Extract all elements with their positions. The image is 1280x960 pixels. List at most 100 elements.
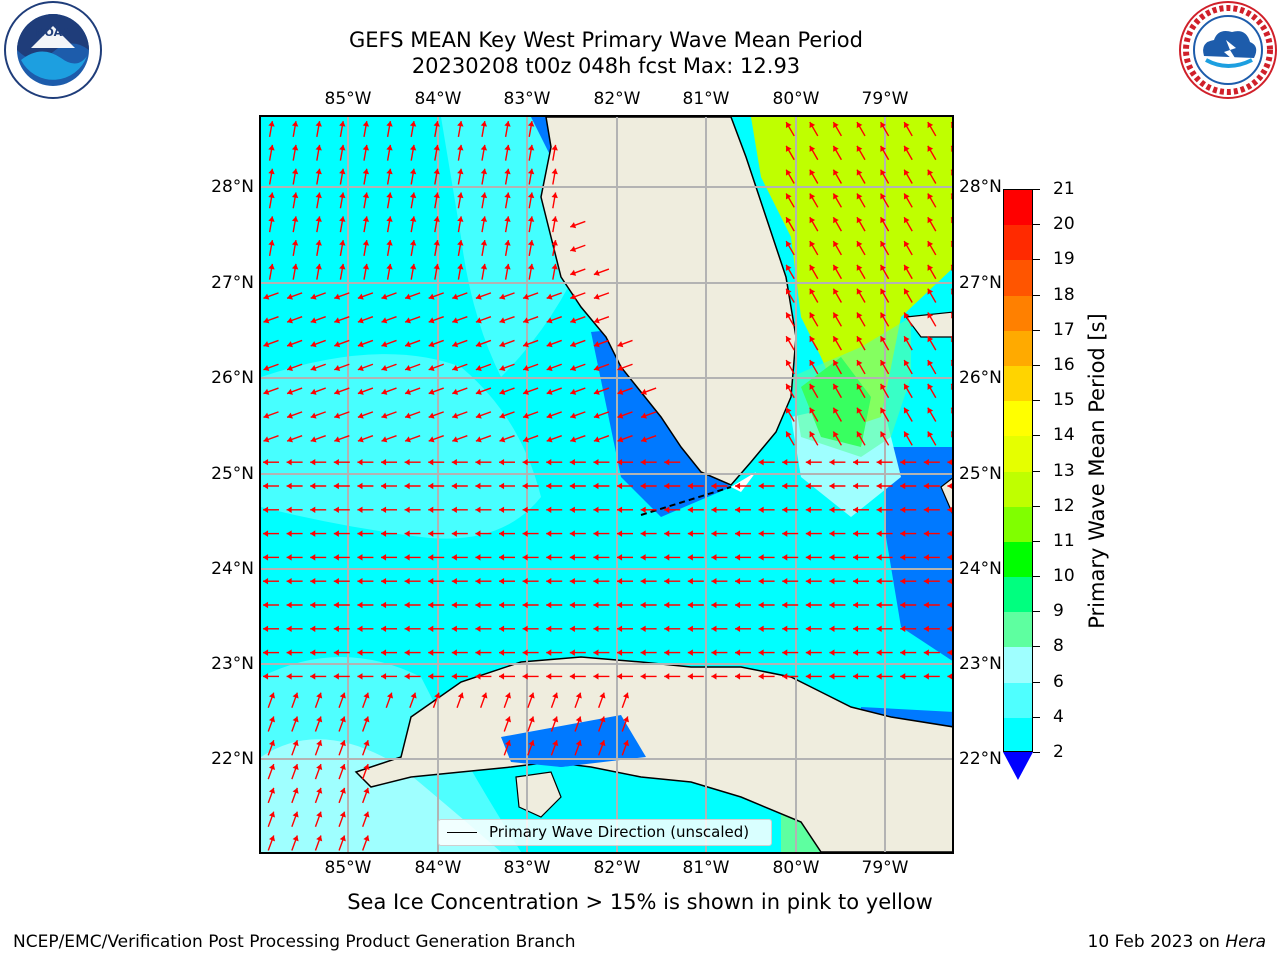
colorbar-segment: [1004, 436, 1032, 473]
wave-direction-arrow: [879, 216, 890, 232]
colorbar-segment: [1004, 365, 1032, 403]
wave-direction-arrow: [903, 359, 913, 375]
wave-direction-arrow: [711, 673, 728, 680]
wave-direction-arrow: [452, 387, 468, 395]
wave-direction-arrow: [876, 554, 893, 561]
wave-direction-arrow: [457, 168, 464, 185]
wave-direction-arrow: [664, 673, 681, 680]
wave-direction-arrow: [480, 144, 488, 161]
wave-direction-arrow: [664, 458, 681, 466]
wave-direction-arrow: [570, 411, 586, 419]
wave-direction-arrow: [527, 168, 535, 185]
wave-direction-arrow: [480, 216, 488, 233]
wave-direction-arrow: [829, 554, 846, 561]
wave-direction-arrow: [900, 649, 917, 656]
wave-direction-arrow: [574, 716, 582, 732]
wave-direction-arrow: [903, 216, 913, 232]
colorbar-segment: [1004, 506, 1032, 543]
wave-direction-arrow: [451, 601, 468, 609]
wave-direction-arrow: [409, 692, 417, 708]
wave-direction-arrow: [805, 673, 822, 680]
wave-direction-arrow: [310, 601, 327, 609]
wave-direction-arrow: [900, 530, 917, 537]
colorbar-tick-label: 16: [1053, 354, 1075, 375]
wave-direction-arrow: [499, 649, 515, 656]
wave-direction-arrow: [404, 316, 421, 324]
wave-direction-arrow: [333, 506, 350, 514]
wave-direction-arrow: [785, 193, 795, 208]
wave-direction-arrow: [286, 411, 303, 419]
lat-label-left: 25°N: [211, 464, 254, 484]
wave-direction-arrow: [593, 554, 610, 561]
wave-direction-arrow: [569, 458, 586, 466]
wave-direction-arrow: [711, 506, 728, 514]
wave-direction-arrow: [593, 482, 610, 490]
wave-direction-arrow: [856, 312, 866, 327]
wave-direction-arrow: [569, 649, 586, 656]
wave-direction-arrow: [480, 120, 488, 138]
wave-direction-arrow: [268, 168, 275, 185]
wave-direction-arrow: [404, 601, 421, 609]
wave-direction-arrow: [927, 240, 937, 256]
wave-direction-arrow: [339, 216, 346, 233]
colorbar-tick-label: 12: [1053, 495, 1075, 516]
wave-direction-arrow: [782, 482, 799, 490]
wave-direction-arrow: [927, 264, 937, 280]
colorbar-segment: [1004, 717, 1032, 751]
wave-direction-arrow: [286, 292, 303, 300]
wave-direction-arrow: [927, 169, 937, 184]
wave-direction-arrow: [404, 530, 421, 537]
wave-direction-arrow: [310, 316, 326, 324]
lon-label-bottom: 82°W: [593, 858, 641, 878]
wave-direction-arrow: [832, 407, 843, 422]
wave-direction-arrow: [664, 577, 681, 585]
wave-direction-arrow: [267, 811, 276, 827]
wave-direction-arrow: [362, 692, 370, 708]
wave-direction-arrow: [499, 316, 515, 324]
lon-label-top: 82°W: [593, 89, 641, 109]
wave-direction-arrow: [404, 625, 421, 633]
wave-direction-arrow: [310, 554, 327, 561]
wave-direction-arrow: [782, 458, 799, 466]
wave-direction-arrow: [903, 312, 913, 327]
wave-direction-arrow: [451, 554, 468, 561]
wave-direction-arrow: [593, 673, 610, 680]
wave-direction-arrow: [527, 239, 535, 257]
wave-direction-arrow: [480, 168, 488, 185]
wave-direction-arrow: [267, 716, 276, 732]
wave-direction-arrow: [758, 506, 775, 514]
wave-direction-arrow: [856, 169, 866, 184]
wave-direction-arrow: [593, 387, 610, 395]
wave-direction-arrow: [687, 506, 704, 514]
wave-direction-arrow: [386, 239, 393, 257]
wave-direction-arrow: [758, 530, 775, 537]
wave-direction-arrow: [598, 692, 606, 708]
wave-direction-arrow: [339, 192, 346, 209]
wave-direction-arrow: [876, 482, 893, 490]
wave-direction-arrow: [829, 673, 846, 680]
wave-direction-arrow: [923, 649, 940, 656]
wave-direction-arrow: [362, 120, 370, 138]
wave-direction-arrow: [546, 577, 563, 585]
wave-direction-arrow: [286, 363, 303, 372]
wave-direction-arrow: [381, 601, 397, 609]
colorbar-tick: [1033, 224, 1040, 226]
wave-direction-arrow: [782, 554, 799, 561]
wave-direction-arrow: [428, 506, 445, 514]
wave-direction-arrow: [546, 339, 562, 348]
wave-direction-arrow: [593, 316, 610, 324]
wave-direction-arrow: [900, 482, 917, 490]
wave-direction-arrow: [522, 530, 539, 537]
wave-direction-arrow: [856, 240, 866, 256]
wave-direction-arrow: [664, 506, 681, 514]
wave-direction-arrow: [339, 168, 346, 185]
wave-direction-arrow: [879, 145, 890, 161]
wave-direction-arrow: [286, 530, 303, 537]
wave-direction-arrow: [853, 482, 869, 490]
wave-direction-arrow: [809, 335, 819, 351]
wave-direction-arrow: [950, 407, 952, 414]
wave-direction-arrow: [451, 506, 468, 514]
wave-direction-arrow: [339, 263, 346, 280]
wave-direction-arrow: [617, 649, 633, 656]
wave-direction-arrow: [879, 240, 890, 256]
